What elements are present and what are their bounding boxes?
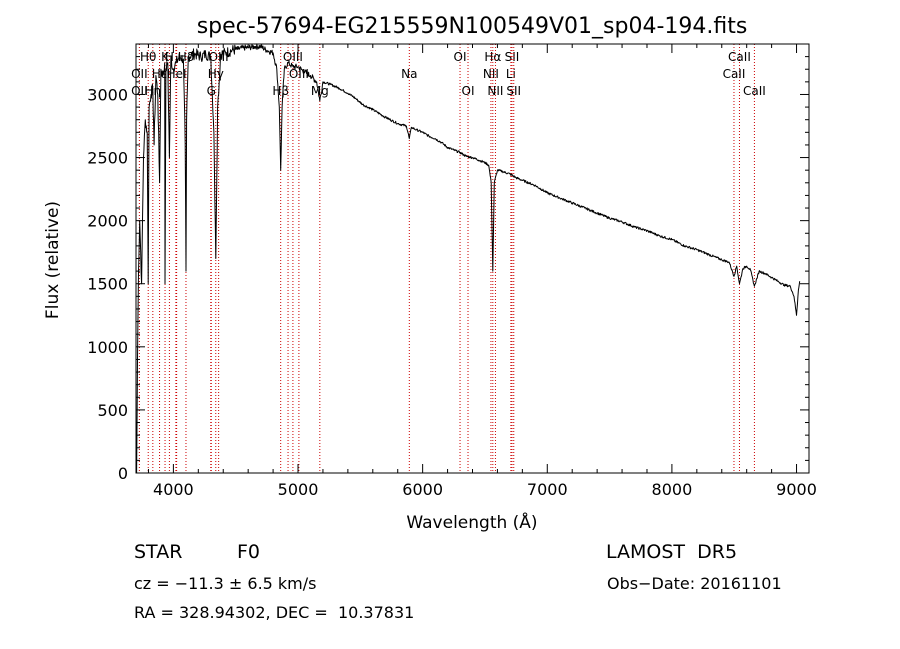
marker-label: Hγ xyxy=(208,67,224,81)
marker-label: SII xyxy=(505,50,520,64)
y-axis: 0 500 1000 1500 2000 2500 3000 xyxy=(87,56,809,483)
marker-label: Mg xyxy=(311,84,329,98)
y-tick-label: 2000 xyxy=(87,212,128,231)
observation-date: Obs−Date: 20161101 xyxy=(607,574,782,593)
x-tick-label: 7000 xyxy=(527,480,568,499)
x-tick-label: 9000 xyxy=(776,480,817,499)
marker-label: Li xyxy=(506,67,516,81)
marker-label: NII xyxy=(483,67,499,81)
marker-label: OIII xyxy=(289,67,309,81)
x-axis-label: Wavelength (Å) xyxy=(406,511,537,533)
marker-label: H xyxy=(165,50,174,64)
object-subclass: F0 xyxy=(237,541,261,563)
marker-label: Hθ xyxy=(140,50,156,64)
x-tick-label: 8000 xyxy=(652,480,693,499)
x-tick-label: 6000 xyxy=(402,480,443,499)
marker-label: CaII xyxy=(723,67,746,81)
spectrum-series xyxy=(136,43,801,474)
marker-label: Na xyxy=(401,67,417,81)
marker-label: CaII xyxy=(743,84,766,98)
spectrum-line xyxy=(136,43,801,474)
marker-label: K xyxy=(161,50,170,64)
marker-label: HeI xyxy=(167,67,187,81)
survey-name: LAMOST DR5 xyxy=(606,541,738,563)
plot-frame xyxy=(135,43,810,474)
x-axis: 4000 5000 6000 7000 8000 9000 xyxy=(147,44,817,499)
marker-label: NII xyxy=(487,84,503,98)
y-tick-label: 1500 xyxy=(87,275,128,294)
marker-label: CaII xyxy=(728,50,751,64)
coordinates: RA = 328.94302, DEC = 10.37831 xyxy=(134,603,415,622)
y-tick-label: 1000 xyxy=(87,338,128,357)
marker-label: OI xyxy=(462,84,475,98)
radial-velocity: cz = −11.3 ± 6.5 km/s xyxy=(134,574,317,593)
marker-label: SII xyxy=(506,84,521,98)
marker-label: Hβ xyxy=(272,84,289,98)
y-tick-label: 3000 xyxy=(87,85,128,104)
object-class: STAR xyxy=(134,541,183,563)
marker-label: Hα xyxy=(484,50,501,64)
x-tick-label: 5000 xyxy=(278,480,319,499)
y-tick-label: 2500 xyxy=(87,149,128,168)
marker-label: OII xyxy=(131,67,148,81)
x-tick-label: 4000 xyxy=(153,480,194,499)
marker-label: G xyxy=(207,84,216,98)
y-axis-label: Flux (relative) xyxy=(43,201,63,319)
chart-title: spec-57694-EG215559N100549V01_sp04-194.f… xyxy=(197,14,748,39)
marker-label: OIII xyxy=(283,50,303,64)
y-tick-label: 0 xyxy=(118,464,128,483)
y-tick-label: 500 xyxy=(97,401,128,420)
marker-label: OI xyxy=(454,50,467,64)
